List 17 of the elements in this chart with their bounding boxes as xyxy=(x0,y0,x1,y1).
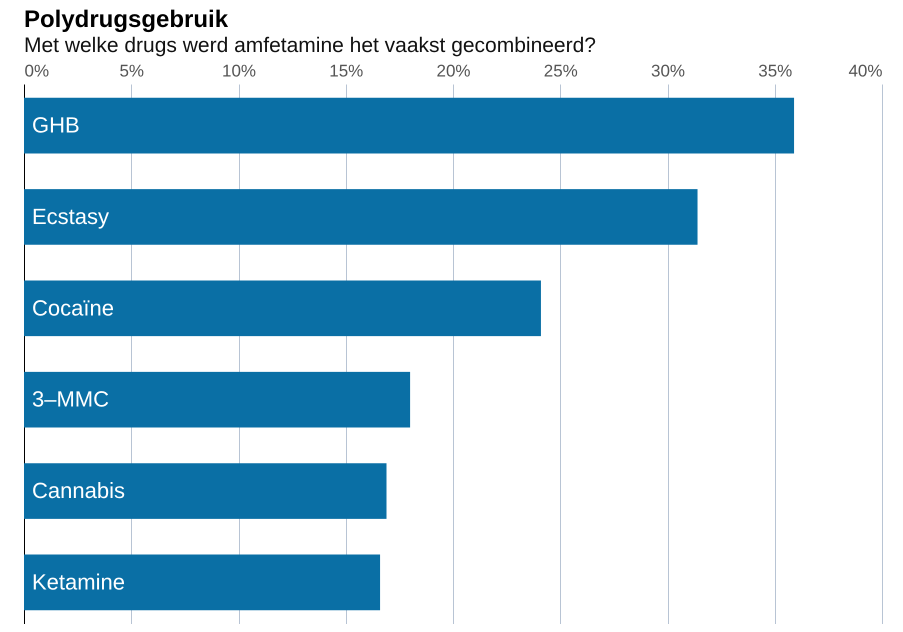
x-tick-label: 0% xyxy=(24,62,50,80)
y-tick-label: Cocaïne xyxy=(32,295,114,320)
chart-title: Polydrugsgebruik xyxy=(24,6,229,33)
y-tick-label: Cannabis xyxy=(32,478,125,504)
x-tick-label: 25% xyxy=(544,62,578,80)
y-tick-label: 3–MMC xyxy=(32,386,110,412)
x-tick-label: 5% xyxy=(119,62,144,80)
y-tick-label: GHB xyxy=(32,112,80,138)
x-tick-label: 15% xyxy=(329,62,364,80)
chart-subtitle: Met welke drugs werd amfetamine het vaakst gecombineerd? xyxy=(24,34,596,57)
x-tick-label: 10% xyxy=(222,62,256,80)
x-tick-label: 35% xyxy=(758,62,792,80)
x-tick-label: 30% xyxy=(650,62,686,80)
x-tick-label: 40% xyxy=(848,62,882,80)
y-tick-label: Ketamine xyxy=(32,569,125,594)
y-tick-label: Ecstasy xyxy=(32,204,110,229)
x-tick-label: 20% xyxy=(436,62,471,80)
